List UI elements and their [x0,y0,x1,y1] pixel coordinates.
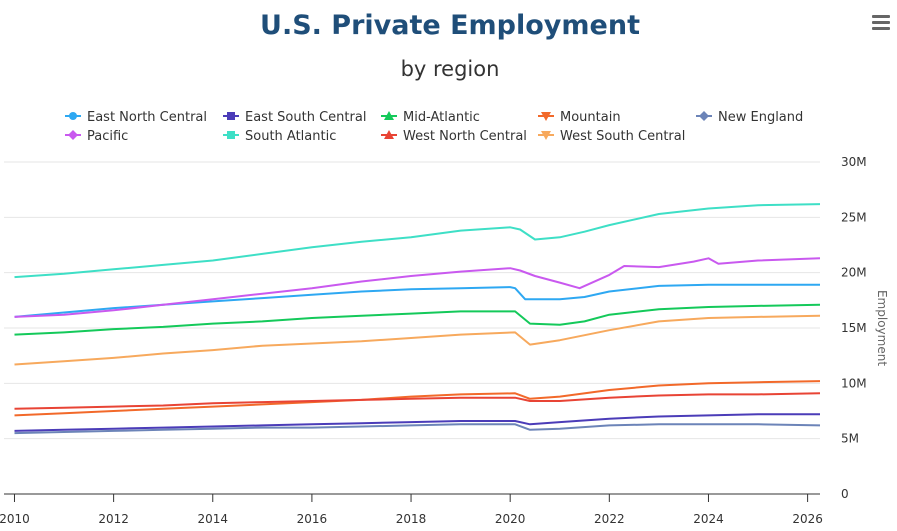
series-line-pacific[interactable] [14,257,821,318]
hamburger-menu-icon[interactable] [868,12,894,34]
legend: East North Central East South Central Mid-… [65,110,803,144]
series-line-mid-atlantic[interactable] [14,303,821,336]
legend-marker [68,130,78,140]
legend-marker [227,112,235,120]
legend-item-mountain[interactable]: Mountain [538,110,621,125]
y-tick-label: 10M [841,376,867,390]
legend-item-mid-atlantic[interactable]: Mid-Atlantic [381,110,480,125]
legend-marker [384,111,394,120]
series-line-east-north-central[interactable] [14,283,821,318]
series-line-south-atlantic[interactable] [14,203,821,279]
chart-title: U.S. Private Employment [260,10,640,41]
x-tick-label: 2024 [693,512,724,526]
y-tick-label: 15M [841,321,867,335]
x-tick-label: 2012 [98,512,129,526]
y-axis: 0 5M 10M 15M 20M 25M 30M [841,155,867,501]
chart-subtitle: by region [400,57,500,81]
legend-item-east-north-central[interactable]: East North Central [65,110,207,125]
legend-marker [69,112,77,120]
legend-label: West North Central [403,129,527,144]
x-axis: 2010 2012 2014 2016 2018 2020 2022 2024 2026 [0,493,823,526]
y-tick-label: 0 [841,487,849,501]
x-tick-label: 2026 [792,512,823,526]
x-tick-label: 2010 [0,512,30,526]
x-tick-label: 2014 [197,512,228,526]
x-tick-label: 2020 [495,512,526,526]
legend-item-new-england[interactable]: New England [696,110,803,125]
legend-marker [541,112,551,121]
series-line-west-south-central[interactable] [14,314,821,366]
y-tick-label: 20M [841,266,867,280]
legend-label: East South Central [245,110,366,125]
series-line-new-england[interactable] [14,423,821,435]
menu-bar [872,21,890,24]
x-tick-label: 2016 [297,512,328,526]
y-axis-title: Employment [875,290,889,366]
legend-item-east-south-central[interactable]: East South Central [223,110,366,125]
menu-bar [872,27,890,30]
x-tick-label: 2022 [594,512,625,526]
legend-marker [384,130,394,139]
legend-marker [541,131,551,140]
legend-label: Mountain [560,110,621,125]
legend-label: South Atlantic [245,129,336,144]
series-line-west-north-central[interactable] [14,392,821,410]
legend-label: East North Central [87,110,207,125]
series-lines [14,203,821,435]
x-tick-label: 2018 [396,512,427,526]
series-line-east-south-central[interactable] [14,413,821,432]
legend-item-west-north-central[interactable]: West North Central [381,129,527,144]
y-tick-label: 30M [841,155,867,169]
legend-item-west-south-central[interactable]: West South Central [538,129,685,144]
menu-bar [872,15,890,18]
legend-item-pacific[interactable]: Pacific [65,129,128,144]
y-tick-label: 5M [841,432,859,446]
legend-label: Mid-Atlantic [403,110,480,125]
legend-label: New England [718,110,803,125]
legend-label: Pacific [87,129,128,144]
legend-marker [227,131,235,139]
legend-item-south-atlantic[interactable]: South Atlantic [223,129,336,144]
legend-marker [699,111,709,121]
series-line-mountain[interactable] [14,380,821,417]
y-tick-label: 25M [841,210,867,224]
legend-label: West South Central [560,129,685,144]
